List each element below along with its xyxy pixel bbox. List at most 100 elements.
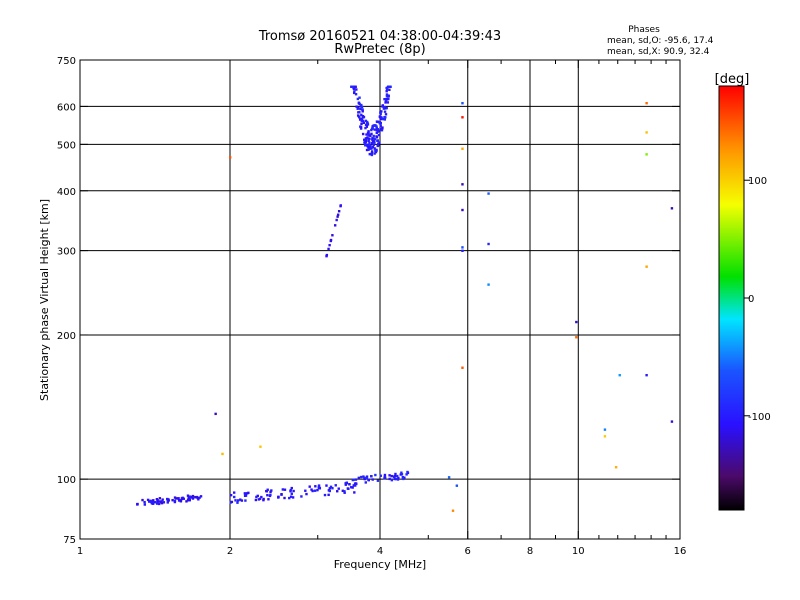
data-point: [645, 101, 648, 105]
data-point: [337, 210, 341, 213]
data-point: [336, 213, 340, 216]
data-point: [148, 500, 151, 503]
data-point: [166, 501, 169, 504]
data-point: [233, 495, 236, 499]
data-point: [308, 485, 311, 488]
data-point: [292, 489, 295, 493]
data-point: [323, 493, 327, 497]
data-point: [372, 134, 375, 138]
data-point: [243, 492, 247, 495]
data-point: [383, 473, 387, 477]
data-point: [384, 116, 387, 119]
data-point: [239, 498, 242, 501]
data-point: [329, 238, 333, 242]
data-point: [318, 487, 322, 490]
phases-stats-title: Phases: [628, 25, 660, 35]
data-point: [357, 101, 361, 105]
data-point: [365, 120, 369, 124]
data-point: [290, 486, 293, 490]
data-point: [195, 495, 199, 499]
data-point: [186, 494, 190, 497]
data-point: [352, 91, 356, 95]
data-point: [375, 128, 378, 132]
data-point: [141, 498, 144, 502]
data-point: [343, 491, 346, 494]
data-point: [360, 105, 364, 109]
data-point: [645, 131, 648, 134]
data-point: [361, 132, 365, 136]
data-point: [366, 143, 369, 147]
data-point: [370, 153, 374, 157]
data-point: [336, 215, 339, 218]
data-point: [670, 420, 674, 423]
data-point: [333, 224, 337, 227]
data-point: [373, 152, 376, 155]
data-point: [383, 110, 387, 113]
data-point: [188, 498, 191, 501]
data-point: [373, 128, 376, 131]
data-point: [461, 246, 464, 249]
data-point: [376, 130, 380, 133]
data-point: [397, 476, 400, 480]
data-point: [461, 208, 464, 212]
data-point: [381, 126, 384, 129]
data-point: [371, 145, 375, 149]
data-point: [392, 475, 396, 479]
data-point: [487, 242, 490, 246]
data-point: [157, 502, 161, 506]
data-point: [349, 486, 353, 489]
data-point: [360, 103, 363, 107]
data-point: [313, 489, 317, 492]
data-point: [461, 147, 464, 150]
data-point: [266, 488, 269, 491]
data-point: [375, 136, 379, 139]
data-point: [359, 127, 363, 130]
data-point: [360, 475, 363, 479]
y-tick-label: 300: [57, 247, 76, 258]
data-point: [337, 487, 340, 490]
data-point: [455, 484, 459, 487]
data-point: [461, 366, 464, 369]
data-point: [357, 476, 361, 480]
data-point: [355, 105, 358, 108]
data-point: [280, 493, 283, 496]
data-point: [175, 497, 178, 500]
data-point: [152, 499, 155, 502]
data-point: [381, 117, 384, 121]
data-point: [328, 243, 331, 247]
data-point: [288, 496, 291, 500]
data-point: [327, 493, 330, 497]
data-point: [461, 101, 464, 105]
grid-lines: [80, 60, 680, 539]
data-point: [187, 498, 190, 501]
data-point: [387, 95, 390, 98]
data-point: [260, 495, 263, 499]
data-point: [380, 116, 383, 119]
data-point: [185, 500, 188, 503]
data-point: [289, 488, 292, 492]
data-point: [360, 113, 363, 117]
data-point: [214, 412, 217, 416]
data-point: [369, 134, 372, 138]
data-point: [385, 94, 389, 98]
data-point: [396, 478, 400, 481]
data-point: [327, 247, 330, 251]
data-point: [177, 497, 180, 500]
data-point: [400, 473, 404, 476]
data-point: [406, 470, 409, 474]
data-point: [371, 139, 375, 143]
data-point: [399, 473, 402, 476]
y-axis-label: Stationary phase Virtual Height [km]: [38, 199, 51, 401]
data-point: [354, 482, 357, 485]
data-point: [325, 253, 329, 257]
data-point: [353, 491, 356, 494]
x-tick-label: 4: [377, 546, 383, 557]
data-point: [376, 139, 379, 142]
data-point: [289, 495, 293, 498]
data-point: [360, 117, 363, 121]
data-point: [614, 466, 618, 469]
data-point: [368, 152, 371, 156]
data-point: [229, 156, 232, 159]
data-point: [384, 101, 387, 104]
data-point: [339, 204, 342, 207]
